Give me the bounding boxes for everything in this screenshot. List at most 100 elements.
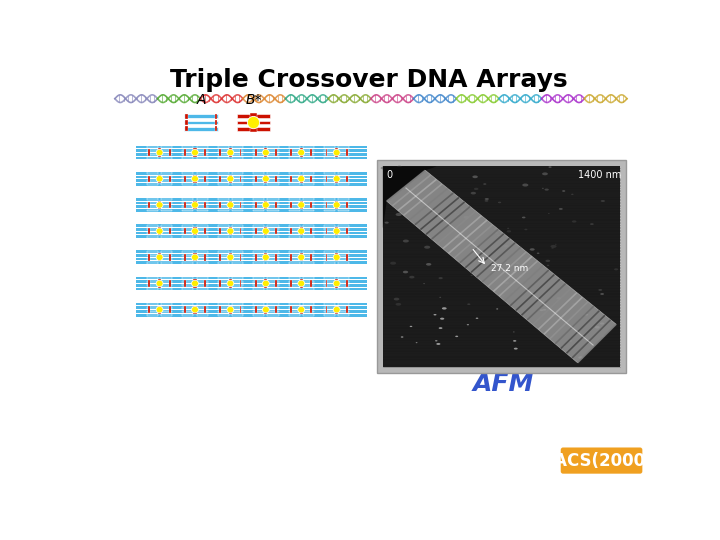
Ellipse shape bbox=[476, 271, 479, 273]
Ellipse shape bbox=[397, 166, 402, 168]
Bar bbox=[148, 280, 150, 287]
Bar bbox=[147, 153, 158, 156]
Ellipse shape bbox=[599, 177, 601, 178]
Ellipse shape bbox=[471, 275, 472, 276]
Bar bbox=[324, 281, 335, 282]
Ellipse shape bbox=[227, 176, 234, 182]
Bar bbox=[182, 153, 194, 156]
Bar bbox=[197, 228, 207, 230]
Bar bbox=[137, 179, 367, 182]
Ellipse shape bbox=[488, 267, 494, 269]
Ellipse shape bbox=[499, 294, 505, 297]
Bar bbox=[324, 232, 335, 234]
Bar bbox=[137, 228, 367, 231]
Bar bbox=[253, 146, 264, 148]
Ellipse shape bbox=[262, 202, 269, 208]
Text: AFM: AFM bbox=[473, 373, 534, 396]
Ellipse shape bbox=[471, 192, 476, 194]
Bar bbox=[253, 262, 264, 264]
Bar bbox=[161, 146, 172, 148]
Ellipse shape bbox=[436, 343, 441, 345]
Bar bbox=[275, 176, 277, 182]
Bar bbox=[232, 254, 243, 256]
Bar bbox=[325, 254, 328, 260]
Bar bbox=[232, 285, 243, 286]
Bar bbox=[197, 150, 207, 152]
Ellipse shape bbox=[401, 336, 403, 338]
Bar bbox=[137, 146, 367, 148]
Ellipse shape bbox=[262, 176, 269, 182]
Bar bbox=[197, 236, 207, 238]
Bar bbox=[229, 306, 232, 314]
Bar bbox=[217, 206, 229, 208]
Bar bbox=[253, 157, 264, 159]
Ellipse shape bbox=[156, 228, 163, 234]
Bar bbox=[300, 279, 303, 288]
Bar bbox=[182, 176, 194, 178]
Bar bbox=[232, 184, 243, 185]
Bar bbox=[240, 150, 241, 156]
Bar bbox=[215, 120, 217, 125]
Bar bbox=[161, 314, 172, 316]
Bar bbox=[184, 306, 186, 313]
Bar bbox=[217, 307, 229, 309]
Bar bbox=[303, 157, 314, 159]
Bar bbox=[137, 258, 367, 260]
Bar bbox=[137, 153, 367, 156]
Bar bbox=[255, 280, 256, 287]
Bar bbox=[137, 157, 367, 159]
Bar bbox=[289, 146, 300, 148]
Ellipse shape bbox=[298, 202, 305, 208]
Bar bbox=[217, 150, 229, 152]
Bar bbox=[217, 225, 229, 226]
Bar bbox=[217, 157, 229, 159]
Bar bbox=[303, 210, 314, 211]
Ellipse shape bbox=[549, 166, 552, 168]
Ellipse shape bbox=[455, 336, 458, 337]
FancyBboxPatch shape bbox=[561, 448, 642, 474]
Bar bbox=[147, 228, 158, 230]
Bar bbox=[182, 251, 194, 253]
Bar bbox=[215, 126, 217, 131]
Bar bbox=[335, 174, 338, 183]
Bar bbox=[217, 232, 229, 234]
Bar bbox=[185, 114, 188, 119]
Bar bbox=[324, 258, 335, 260]
Bar bbox=[147, 281, 158, 282]
Bar bbox=[289, 262, 300, 264]
Bar bbox=[182, 262, 194, 264]
Ellipse shape bbox=[507, 228, 509, 229]
Bar bbox=[147, 314, 158, 316]
Ellipse shape bbox=[262, 228, 269, 234]
Bar bbox=[147, 146, 158, 148]
Text: Triple Crossover DNA Arrays: Triple Crossover DNA Arrays bbox=[170, 68, 568, 92]
Bar bbox=[217, 314, 229, 316]
Bar bbox=[237, 120, 271, 125]
Ellipse shape bbox=[518, 275, 523, 278]
Ellipse shape bbox=[559, 208, 563, 210]
Ellipse shape bbox=[227, 150, 234, 156]
Bar bbox=[147, 210, 158, 211]
Ellipse shape bbox=[440, 318, 444, 320]
Ellipse shape bbox=[485, 200, 488, 202]
Bar bbox=[324, 157, 335, 159]
Ellipse shape bbox=[390, 262, 396, 265]
Bar bbox=[303, 202, 314, 204]
Bar bbox=[217, 254, 229, 256]
Bar bbox=[325, 202, 328, 208]
Bar bbox=[303, 251, 314, 253]
Bar bbox=[161, 262, 172, 264]
Bar bbox=[338, 258, 349, 260]
Bar bbox=[325, 150, 328, 156]
Ellipse shape bbox=[423, 283, 425, 284]
Bar bbox=[232, 262, 243, 264]
Bar bbox=[338, 146, 349, 148]
Bar bbox=[232, 310, 243, 313]
Bar bbox=[184, 120, 218, 125]
Bar bbox=[232, 150, 243, 152]
Ellipse shape bbox=[562, 346, 564, 347]
Bar bbox=[147, 310, 158, 313]
Ellipse shape bbox=[433, 314, 436, 315]
Ellipse shape bbox=[590, 223, 594, 225]
Bar bbox=[335, 279, 338, 288]
